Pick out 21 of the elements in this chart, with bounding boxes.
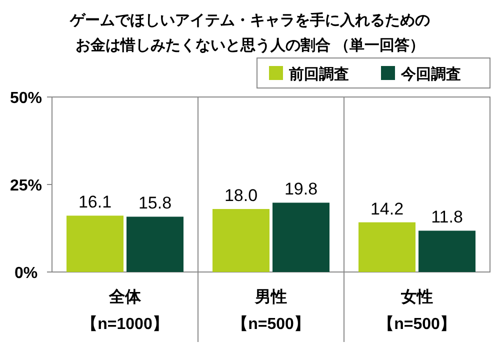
legend-label: 今回調査 bbox=[400, 65, 461, 83]
data-label: 19.8 bbox=[284, 180, 318, 199]
x-tick-label: 女性【n=500】 bbox=[377, 288, 457, 335]
y-tick-label: 50% bbox=[10, 90, 42, 107]
legend-label: 前回調査 bbox=[288, 65, 349, 83]
data-label: 15.8 bbox=[138, 194, 172, 213]
y-tick-label: 25% bbox=[10, 178, 42, 194]
bar bbox=[66, 216, 124, 272]
bar bbox=[358, 222, 416, 272]
data-label: 14.2 bbox=[370, 199, 404, 218]
bar bbox=[418, 230, 476, 272]
x-tick-label: 男性【n=500】 bbox=[231, 288, 311, 335]
bar bbox=[126, 216, 184, 272]
data-label: 11.8 bbox=[431, 208, 463, 227]
y-tick-label: 0% bbox=[14, 265, 38, 282]
data-label: 16.1 bbox=[78, 192, 112, 212]
chart-title: ゲームでほしいアイテム・キャラを手に入れるためのお金は惜しみたくないと思う人の割合 （単一回答） bbox=[68, 11, 431, 56]
bar bbox=[212, 209, 270, 272]
bar bbox=[272, 202, 330, 272]
x-tick-label: 全体【n=1000】 bbox=[80, 288, 170, 335]
data-label: 18.0 bbox=[224, 186, 258, 205]
